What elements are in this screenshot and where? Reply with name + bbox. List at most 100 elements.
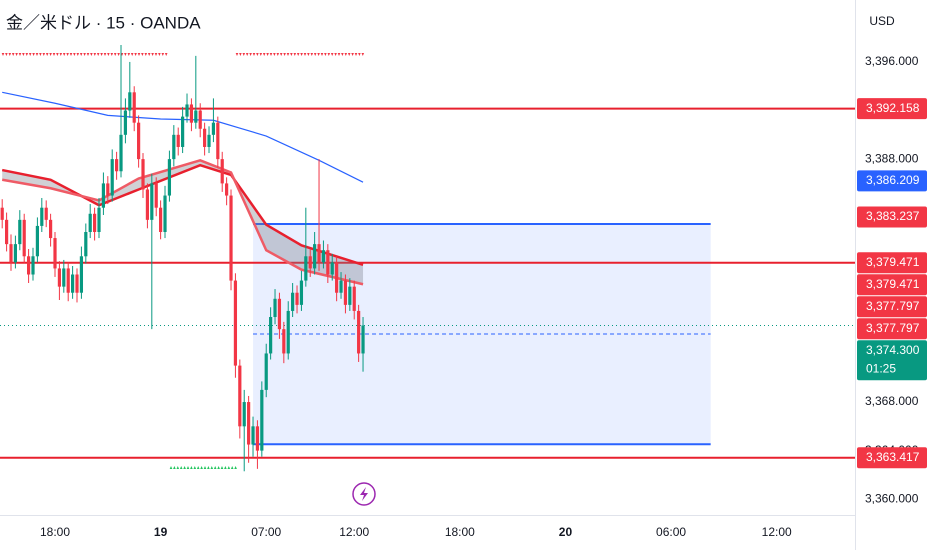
signal-marker — [79, 53, 83, 56]
candle-body — [110, 159, 114, 196]
signal-marker — [66, 53, 69, 56]
event-icon[interactable] — [352, 482, 376, 506]
signal-marker — [164, 53, 168, 56]
x-tick-label: 18:00 — [40, 525, 70, 539]
candle-body — [115, 159, 119, 172]
candle-body — [49, 219, 53, 239]
price-badge — [857, 206, 927, 228]
candle-body — [163, 195, 167, 232]
candle-body — [295, 292, 299, 305]
signal-marker — [134, 53, 137, 56]
candle-body — [352, 286, 356, 311]
signal-marker — [73, 53, 76, 56]
candle-body — [159, 207, 163, 232]
candle-body — [264, 353, 268, 390]
candle-body — [343, 280, 348, 305]
x-tick-label: 12:00 — [762, 525, 792, 539]
price-badge — [857, 98, 927, 120]
candle-body — [35, 225, 40, 257]
signal-marker — [137, 53, 141, 56]
signal-marker — [113, 53, 117, 56]
y-tick-label: 3,368.000 — [865, 394, 919, 408]
signal-marker — [224, 466, 227, 469]
currency-label[interactable]: USD — [869, 14, 895, 28]
price-badge-label: 3,386.209 — [866, 173, 920, 187]
candle-body — [220, 159, 224, 184]
price-badge — [857, 170, 927, 192]
signal-marker — [273, 53, 276, 56]
currency-button[interactable] — [862, 8, 902, 36]
moving-average — [1, 159, 364, 286]
chart-title: 金／米ドル · 15 · OANDA — [6, 13, 201, 32]
candle-body — [185, 104, 189, 117]
signal-marker — [179, 466, 183, 469]
moving-average — [1, 163, 364, 266]
candle-body — [229, 195, 233, 281]
signal-marker — [124, 53, 127, 56]
candle-body — [361, 325, 365, 354]
signal-marker — [252, 53, 256, 56]
signal-marker — [344, 53, 348, 56]
signal-marker — [259, 53, 263, 56]
signal-marker — [176, 466, 180, 469]
candle-body — [203, 128, 207, 147]
signal-marker — [86, 53, 90, 56]
candle-body — [282, 329, 286, 354]
x-tick-label: 19 — [154, 525, 168, 539]
candle-body — [176, 134, 180, 147]
signal-marker — [245, 53, 249, 56]
candle-body — [167, 159, 172, 196]
candle-body — [308, 256, 312, 269]
signal-marker — [286, 53, 290, 56]
signal-marker — [144, 53, 148, 56]
plot-area — [0, 44, 855, 472]
candle-body — [93, 213, 97, 232]
candle-body — [211, 122, 216, 135]
signal-marker — [90, 53, 93, 56]
signal-marker — [239, 53, 242, 56]
signal-marker — [196, 466, 200, 469]
candle-body — [66, 268, 70, 293]
signal-marker — [190, 466, 193, 469]
candle-body — [291, 292, 295, 311]
candle-body — [150, 183, 154, 220]
signal-marker — [18, 53, 22, 56]
signal-marker — [230, 466, 234, 469]
candle-body — [247, 402, 251, 445]
signal-marker — [5, 53, 8, 56]
signal-marker — [324, 53, 327, 56]
y-tick-label: 3,396.000 — [865, 54, 919, 68]
signal-marker — [361, 53, 365, 56]
signal-marker — [290, 53, 293, 56]
signal-marker — [317, 53, 320, 56]
signal-marker — [220, 466, 224, 469]
candle-body — [321, 250, 326, 263]
signal-marker — [347, 53, 351, 56]
price-badge-label: 3,377.797 — [866, 321, 920, 335]
signal-marker — [334, 53, 337, 56]
candle-body — [40, 207, 44, 226]
signal-marker — [337, 53, 341, 56]
signal-marker — [28, 53, 32, 56]
signal-marker — [242, 53, 246, 56]
y-tick-label: 3,388.000 — [865, 151, 919, 165]
signal-marker — [310, 53, 314, 56]
candle-body — [194, 110, 198, 123]
signal-marker — [358, 53, 361, 56]
candle-body — [216, 122, 220, 160]
signal-marker — [249, 53, 252, 56]
signal-marker — [32, 53, 35, 56]
candle-body — [286, 310, 290, 354]
signal-marker — [320, 53, 324, 56]
signal-marker — [276, 53, 280, 56]
signal-marker — [303, 53, 307, 56]
signal-marker — [59, 53, 63, 56]
price-badge-label: 3,379.471 — [866, 255, 920, 269]
candle-body — [255, 426, 260, 451]
price-badge-label: 3,383.237 — [866, 209, 920, 223]
signal-marker — [296, 53, 300, 56]
price-badge-label: 3,374.300 — [866, 343, 920, 357]
candle-body — [145, 189, 150, 220]
signal-marker — [127, 53, 131, 56]
